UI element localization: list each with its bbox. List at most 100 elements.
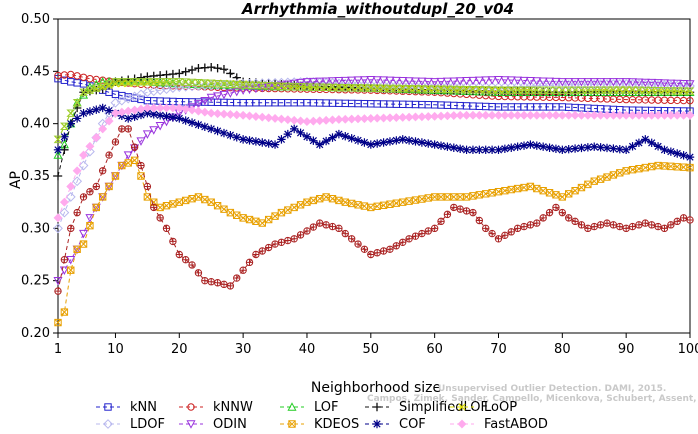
data-point-fastabod [359,114,369,124]
data-point-odin [225,89,235,98]
data-point-inflo [634,86,644,95]
data-point-kdeos [539,186,547,195]
data-point-ldof [634,79,644,90]
data-point-ldf [156,214,164,222]
data-point-odin [608,78,618,87]
data-point-inflo [111,78,120,86]
data-point-ldf [316,219,324,227]
data-point-fastabod [225,109,235,120]
data-point-fastabod [257,112,267,122]
data-point-kdeos [213,201,222,210]
data-point-ldf [309,223,318,231]
data-point-fastabod [436,111,446,121]
data-point-fastabod [525,110,535,120]
data-point-cof [685,152,695,162]
data-point-inflo [672,87,682,95]
data-point-cof [500,144,510,153]
data-point-simplifiedlof [181,67,190,76]
data-point-inflo [130,78,140,86]
data-point-ldf [450,203,458,212]
data-point-ldf [660,224,669,232]
data-point-inflo [481,86,491,94]
data-point-kdeos [118,161,126,170]
data-point-fastabod [200,107,210,117]
data-point-ldof [685,81,695,91]
data-point-fastabod [666,110,676,120]
data-point-odin [570,78,580,87]
data-point-cof [507,143,516,152]
data-point-cof [551,144,561,153]
data-point-kdeos [635,164,643,173]
data-point-ldf [482,224,490,232]
data-point-ldf [679,214,688,222]
data-point-inflo [366,84,376,92]
data-point-ldf [175,250,183,259]
legend-marker-kdeos [288,420,296,428]
data-point-ldf [341,229,349,238]
data-point-ldf [654,222,662,231]
data-point-cof [590,142,599,151]
data-point-ldof [640,79,651,90]
data-point-cof [538,142,548,151]
data-point-ldf [590,222,598,231]
data-point-kdeos [494,188,503,196]
legend-label: ODIN [213,417,247,432]
data-point-cof [475,145,484,155]
x-tick-label: 60 [426,342,443,357]
data-point-inflo [347,84,357,92]
data-point-inflo [123,78,133,86]
data-point-kdeos [418,195,426,203]
data-point-cof [155,111,165,120]
data-point-odin [398,77,408,86]
data-point-ldof [678,80,689,91]
data-point-ldf [558,209,567,217]
data-point-cof [372,139,382,148]
legend-item-simplifiedlof: SimplifiedLOF [365,400,488,415]
legend-item-odin: ODIN [179,417,247,432]
data-point-fastabod [149,103,159,113]
data-point-inflo [181,78,191,86]
data-point-kdeos [507,185,515,194]
data-point-fastabod [187,105,197,115]
data-point-cof [130,112,139,121]
data-point-inflo [360,84,369,92]
data-point-fastabod [410,112,421,122]
data-point-cof [283,129,293,139]
data-point-fastabod [302,117,312,127]
data-point-inflo [328,83,337,92]
data-point-ldf [143,182,152,191]
data-point-fastabod [53,213,63,223]
data-point-cof [430,140,439,149]
data-point-ldof [646,79,657,90]
data-point-ldf [124,125,132,133]
watermark-line-1: Unsupervised Outlier Detection. DAMI, 20… [438,384,666,394]
data-point-fastabod [404,112,414,122]
data-point-odin [519,76,529,86]
data-point-kdeos [462,193,471,201]
data-point-ldof [365,80,376,90]
data-point-odin [321,77,331,86]
data-point-ldf [494,235,503,243]
data-point-ldof [487,82,498,92]
data-point-odin [334,77,344,86]
legend-label: SimplifiedLOF [399,400,488,415]
data-point-kdeos [545,189,554,197]
data-point-simplifiedlof [219,65,229,74]
data-point-cof [666,147,676,156]
data-point-inflo [411,85,420,93]
data-point-fastabod [334,114,344,125]
data-point-ldf [150,203,158,212]
data-point-odin [353,76,363,85]
data-point-kdeos [271,212,279,220]
data-point-fastabod [379,113,389,123]
data-point-kdeos [290,203,298,212]
data-point-kdeos [194,193,203,201]
data-point-inflo [91,84,101,92]
data-point-kdeos [79,240,88,248]
data-point-kdeos [54,318,62,327]
data-point-inflo [455,85,465,94]
legend-label: kNNW [213,400,253,415]
data-point-ldf [79,193,88,201]
data-point-kdeos [475,191,484,199]
data-point-inflo [66,109,76,117]
